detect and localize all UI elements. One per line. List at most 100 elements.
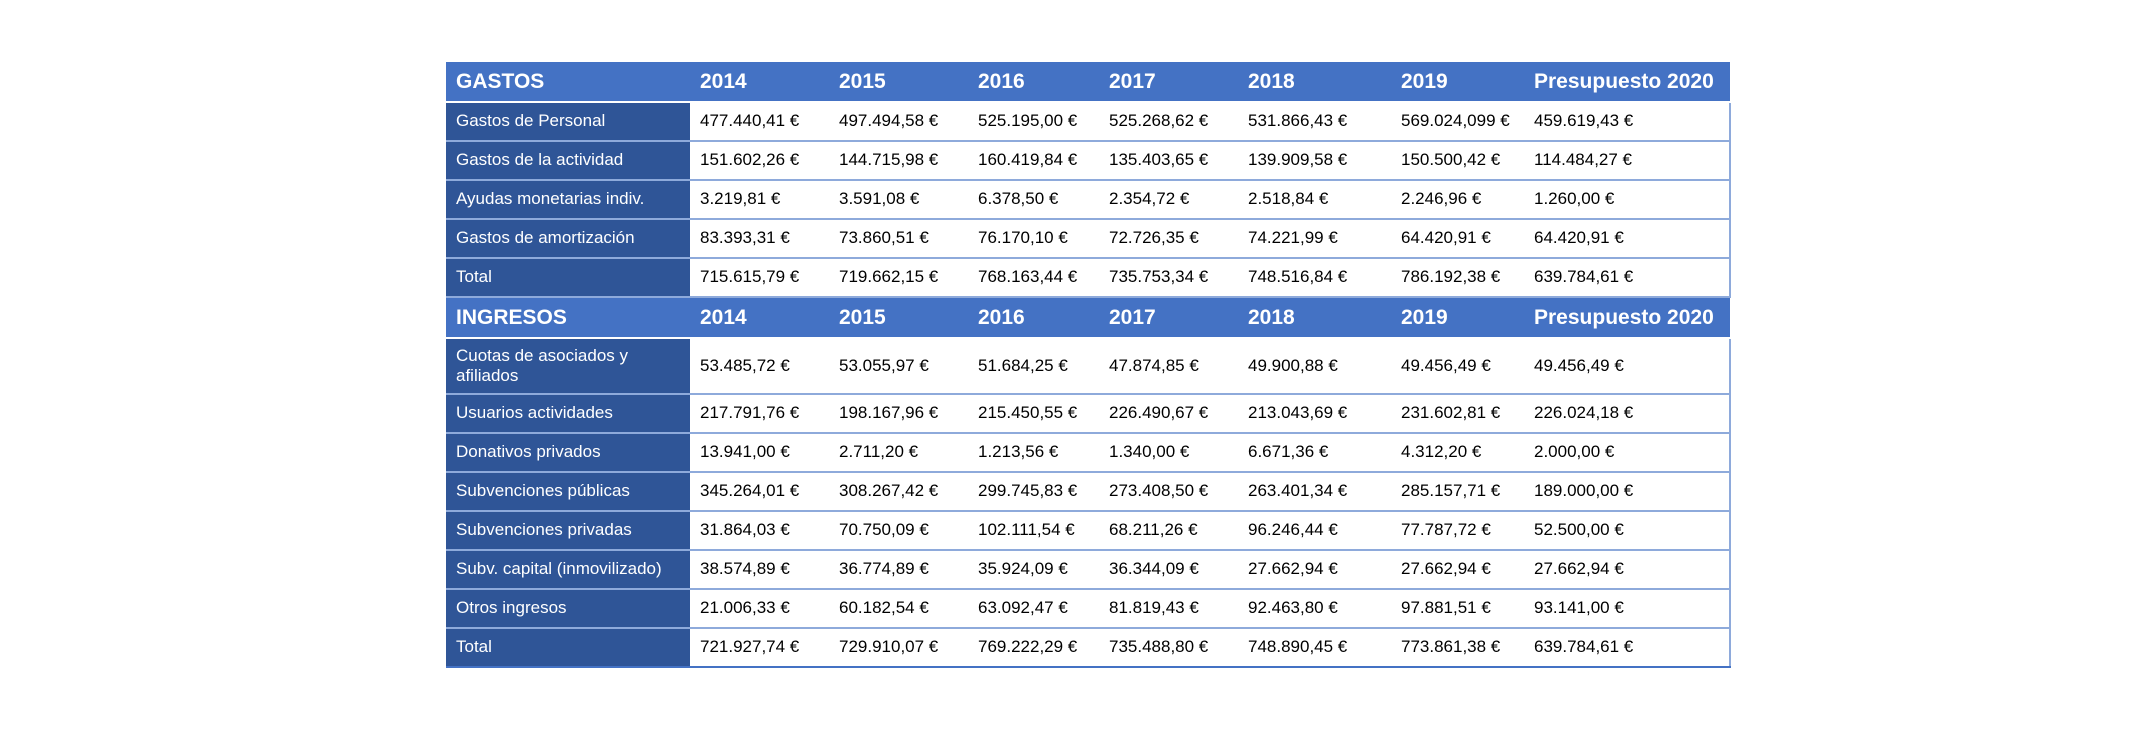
row-label: Total xyxy=(446,258,690,298)
table-row: Otros ingresos 21.006,33 €60.182,54 €63.0… xyxy=(446,589,1731,629)
table-cell-value: 639.784,61 € xyxy=(1524,258,1731,298)
row-label: Subvenciones públicas xyxy=(446,472,690,512)
table-cell-value: 81.819,43 € xyxy=(1099,589,1238,629)
table-row: Gastos de Personal 477.440,41 €497.494,58… xyxy=(446,102,1731,142)
table-cell-value: 49.900,88 € xyxy=(1238,338,1391,395)
table-cell-value: 748.890,45 € xyxy=(1238,628,1391,668)
table-row: Donativos privados 13.941,00 €2.711,20 €1… xyxy=(446,433,1731,473)
table-cell-value: 27.662,94 € xyxy=(1391,550,1524,590)
table-cell-value: 139.909,58 € xyxy=(1238,141,1391,181)
column-header: 2018 xyxy=(1238,297,1391,339)
column-header: Presupuesto 2020 xyxy=(1524,62,1730,103)
table-row: Ayudas monetarias indiv. 3.219,81 €3.591,… xyxy=(446,180,1731,220)
table-cell-value: 1.213,56 € xyxy=(968,433,1099,473)
table-cell-value: 102.111,54 € xyxy=(968,511,1099,551)
table-cell-value: 92.463,80 € xyxy=(1238,589,1391,629)
row-label: Gastos de amortización xyxy=(446,219,690,259)
column-header: 2015 xyxy=(829,297,968,339)
table-cell-value: 735.753,34 € xyxy=(1099,258,1238,298)
table-cell-value: 6.378,50 € xyxy=(968,180,1099,220)
table-cell-value: 299.745,83 € xyxy=(968,472,1099,512)
table-cell-value: 729.910,07 € xyxy=(829,628,968,668)
table-row: Total 721.927,74 €729.910,07 €769.222,29 … xyxy=(446,628,1731,668)
column-header: 2019 xyxy=(1391,62,1524,103)
row-label: Ayudas monetarias indiv. xyxy=(446,180,690,220)
table-cell-value: 74.221,99 € xyxy=(1238,219,1391,259)
table-cell-value: 64.420,91 € xyxy=(1391,219,1524,259)
column-header: Presupuesto 2020 xyxy=(1524,297,1730,339)
financial-table-container: GASTOS 2014 2015 2016 2017 2018 2019 Presupuest… xyxy=(446,62,1731,668)
column-header: 2014 xyxy=(690,62,829,103)
table-row: Gastos de amortización 83.393,31 €73.860,… xyxy=(446,219,1731,259)
table-cell-value: 3.591,08 € xyxy=(829,180,968,220)
section-title: INGRESOS xyxy=(446,297,690,339)
table-cell-value: 459.619,43 € xyxy=(1524,102,1731,142)
row-label: Donativos privados xyxy=(446,433,690,473)
section-title: GASTOS xyxy=(446,62,690,103)
table-cell-value: 531.866,43 € xyxy=(1238,102,1391,142)
table-cell-value: 51.684,25 € xyxy=(968,338,1099,395)
table-cell-value: 198.167,96 € xyxy=(829,394,968,434)
table-cell-value: 189.000,00 € xyxy=(1524,472,1731,512)
table-cell-value: 114.484,27 € xyxy=(1524,141,1731,181)
table-cell-value: 13.941,00 € xyxy=(690,433,829,473)
table-cell-value: 31.864,03 € xyxy=(690,511,829,551)
table-cell-value: 273.408,50 € xyxy=(1099,472,1238,512)
table-cell-value: 2.246,96 € xyxy=(1391,180,1524,220)
table-cell-value: 2.354,72 € xyxy=(1099,180,1238,220)
table-cell-value: 217.791,76 € xyxy=(690,394,829,434)
table-cell-value: 715.615,79 € xyxy=(690,258,829,298)
table-cell-value: 2.711,20 € xyxy=(829,433,968,473)
table-cell-value: 35.924,09 € xyxy=(968,550,1099,590)
table-cell-value: 231.602,81 € xyxy=(1391,394,1524,434)
table-cell-value: 70.750,09 € xyxy=(829,511,968,551)
table-cell-value: 735.488,80 € xyxy=(1099,628,1238,668)
table-cell-value: 226.490,67 € xyxy=(1099,394,1238,434)
table-cell-value: 719.662,15 € xyxy=(829,258,968,298)
column-header: 2018 xyxy=(1238,62,1391,103)
row-label: Gastos de la actividad xyxy=(446,141,690,181)
row-label: Gastos de Personal xyxy=(446,102,690,142)
column-header: 2019 xyxy=(1391,297,1524,339)
table-cell-value: 160.419,84 € xyxy=(968,141,1099,181)
table-cell-value: 150.500,42 € xyxy=(1391,141,1524,181)
table-cell-value: 308.267,42 € xyxy=(829,472,968,512)
table-cell-value: 93.141,00 € xyxy=(1524,589,1731,629)
table-cell-value: 748.516,84 € xyxy=(1238,258,1391,298)
table-cell-value: 36.774,89 € xyxy=(829,550,968,590)
table-cell-value: 263.401,34 € xyxy=(1238,472,1391,512)
table-cell-value: 768.163,44 € xyxy=(968,258,1099,298)
row-label: Total xyxy=(446,628,690,668)
column-header: 2016 xyxy=(968,62,1099,103)
table-cell-value: 345.264,01 € xyxy=(690,472,829,512)
table-cell-value: 151.602,26 € xyxy=(690,141,829,181)
table-cell-value: 2.518,84 € xyxy=(1238,180,1391,220)
row-label: Usuarios actividades xyxy=(446,394,690,434)
table-cell-value: 525.268,62 € xyxy=(1099,102,1238,142)
table-cell-value: 27.662,94 € xyxy=(1524,550,1731,590)
table-cell-value: 76.170,10 € xyxy=(968,219,1099,259)
table-cell-value: 639.784,61 € xyxy=(1524,628,1731,668)
table-cell-value: 72.726,35 € xyxy=(1099,219,1238,259)
table-cell-value: 215.450,55 € xyxy=(968,394,1099,434)
table-row: Subvenciones públicas 345.264,01 €308.267… xyxy=(446,472,1731,512)
table-cell-value: 53.485,72 € xyxy=(690,338,829,395)
row-label: Subv. capital (inmovilizado) xyxy=(446,550,690,590)
table-cell-value: 68.211,26 € xyxy=(1099,511,1238,551)
table-cell-value: 97.881,51 € xyxy=(1391,589,1524,629)
row-label: Subvenciones privadas xyxy=(446,511,690,551)
table-cell-value: 3.219,81 € xyxy=(690,180,829,220)
table-cell-value: 1.260,00 € xyxy=(1524,180,1731,220)
section-header-row: INGRESOS 2014 2015 2016 2017 2018 2019 Presupue… xyxy=(446,297,1730,339)
table-cell-value: 77.787,72 € xyxy=(1391,511,1524,551)
table-cell-value: 135.403,65 € xyxy=(1099,141,1238,181)
table-row: Gastos de la actividad 151.602,26 €144.71… xyxy=(446,141,1731,181)
table-cell-value: 4.312,20 € xyxy=(1391,433,1524,473)
table-cell-value: 83.393,31 € xyxy=(690,219,829,259)
table-cell-value: 49.456,49 € xyxy=(1524,338,1731,395)
table-cell-value: 49.456,49 € xyxy=(1391,338,1524,395)
table-cell-value: 64.420,91 € xyxy=(1524,219,1731,259)
table-cell-value: 47.874,85 € xyxy=(1099,338,1238,395)
table-cell-value: 769.222,29 € xyxy=(968,628,1099,668)
column-header: 2015 xyxy=(829,62,968,103)
